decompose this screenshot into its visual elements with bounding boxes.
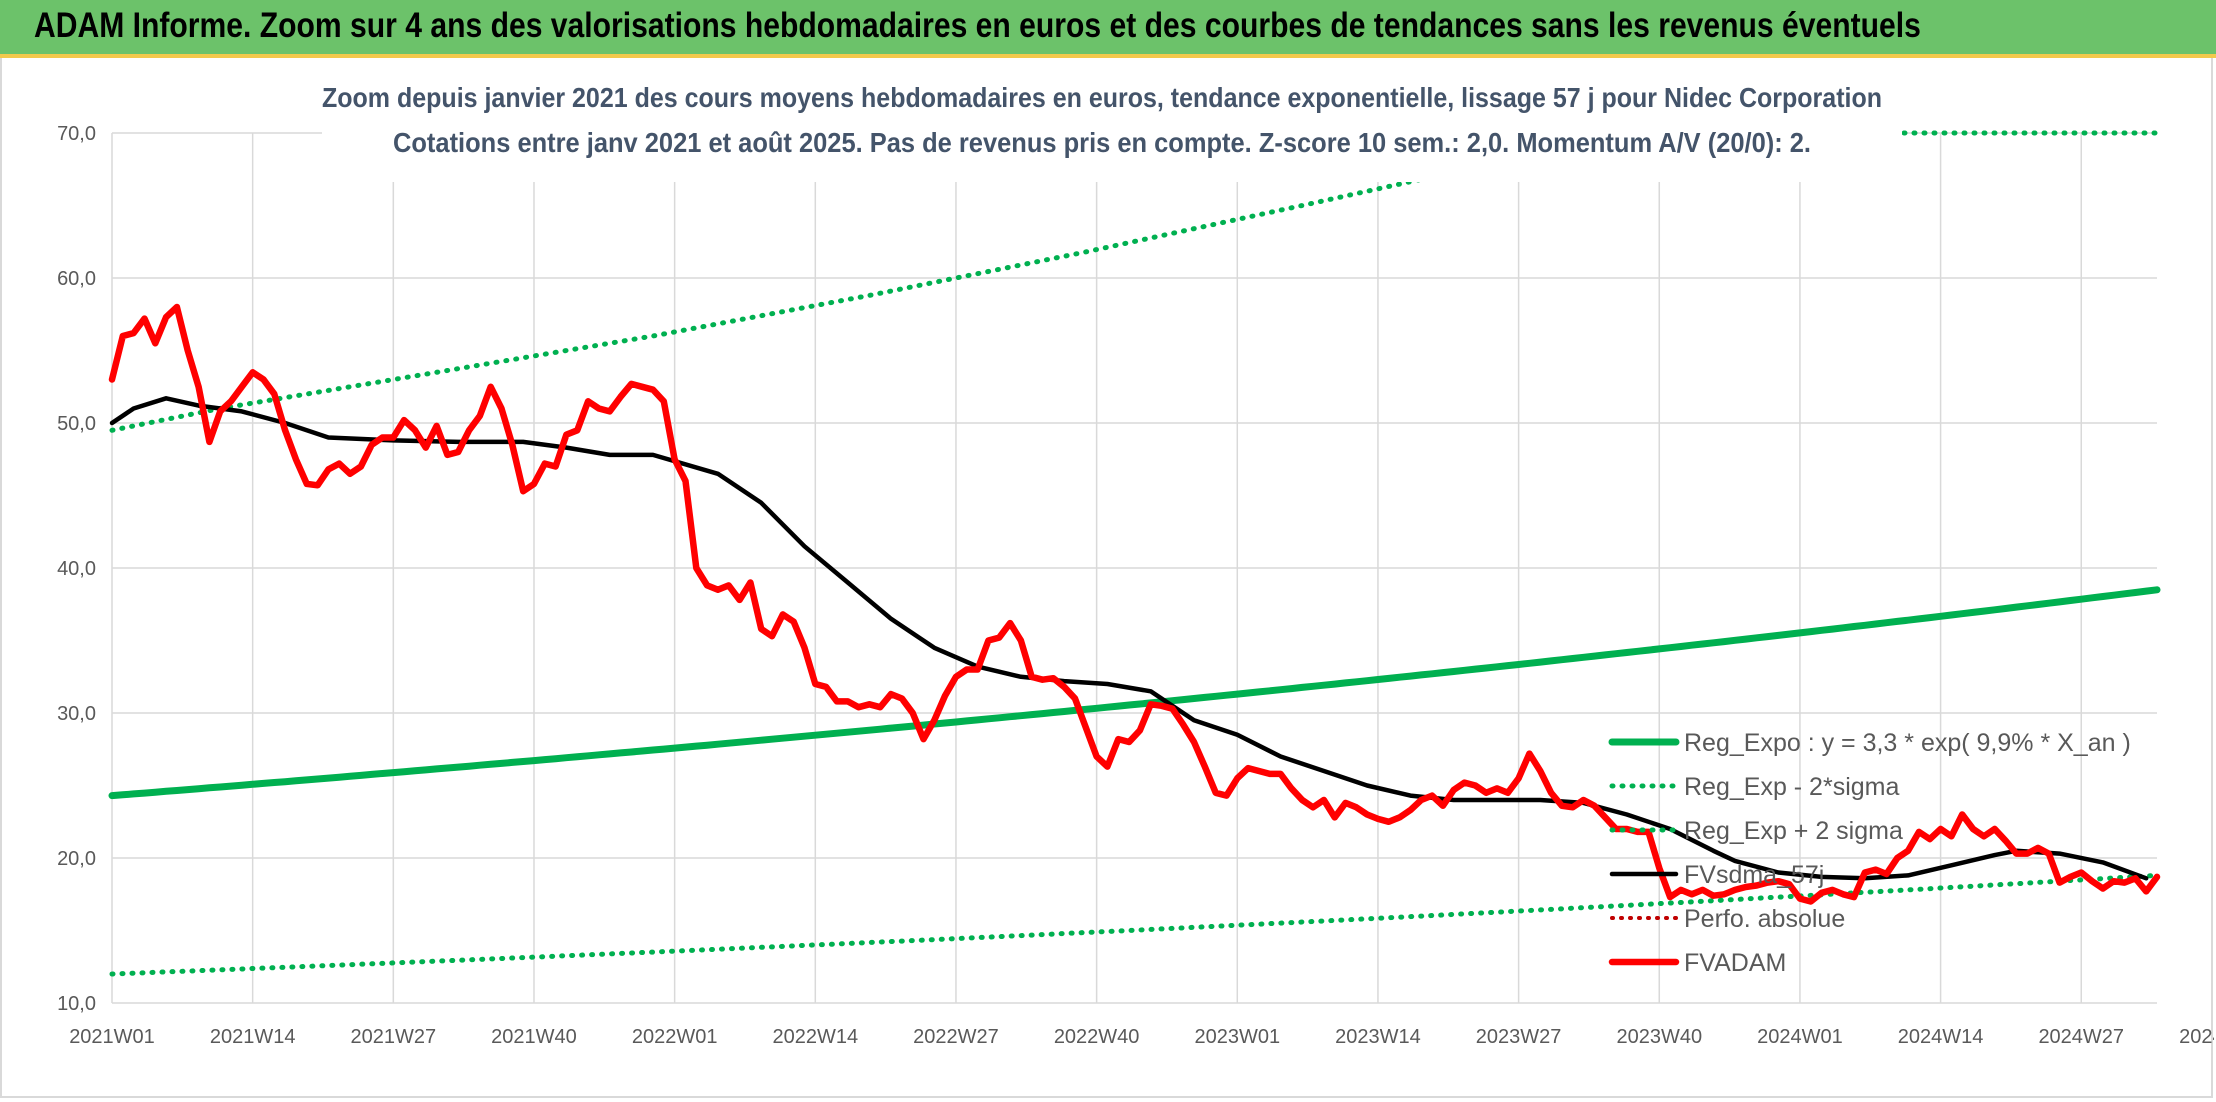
x-tick-label: 2022W40 xyxy=(1054,1026,1140,1048)
legend-label-2: Reg_Exp + 2 sigma xyxy=(1684,817,1903,845)
x-tick-label: 2023W27 xyxy=(1476,1026,1562,1048)
x-tick-label: 2021W14 xyxy=(210,1026,296,1048)
header-banner: ADAM Informe. Zoom sur 4 ans des valoris… xyxy=(0,0,2216,58)
x-tick-label: 2022W14 xyxy=(772,1026,858,1048)
grid xyxy=(111,132,2157,1004)
legend-label-1: Reg_Exp - 2*sigma xyxy=(1684,773,1899,801)
x-tick-label: 2024W40 xyxy=(2179,1026,2214,1048)
y-tick-label: 30,0 xyxy=(57,703,96,725)
title-background xyxy=(322,58,1902,182)
y-tick-label: 40,0 xyxy=(57,558,96,580)
legend-label-5: FVADAM xyxy=(1684,949,1786,977)
series-line-1 xyxy=(109,872,2160,977)
series-line-0 xyxy=(108,586,2161,800)
series-layer xyxy=(108,130,2161,977)
x-tick-label: 2024W27 xyxy=(2038,1026,2124,1048)
x-tick-label: 2021W01 xyxy=(69,1026,155,1048)
x-tick-label: 2024W01 xyxy=(1757,1026,1843,1048)
legend-label-3: FVsdma_57j xyxy=(1684,861,1824,889)
chart-subtitle: Cotations entre janv 2021 et août 2025. … xyxy=(393,127,1811,158)
x-tick-label: 2023W01 xyxy=(1194,1026,1280,1048)
series-line-3 xyxy=(109,396,2149,881)
legend-label-4: Perfo. absolue xyxy=(1684,905,1845,933)
y-tick-label: 20,0 xyxy=(57,848,96,870)
legend: Reg_Expo : y = 3,3 * exp( 9,9% * X_an ) R… xyxy=(1608,729,2131,977)
chart-svg: 70,060,050,040,030,020,010,0 2021W01 2021… xyxy=(57,58,2214,1048)
x-tick-label: 2021W40 xyxy=(491,1026,577,1048)
y-tick-label: 50,0 xyxy=(57,413,96,435)
chart-title: Zoom depuis janvier 2021 des cours moyen… xyxy=(322,82,1882,113)
y-tick-label: 60,0 xyxy=(57,268,96,290)
legend-label-0: Reg_Expo : y = 3,3 * exp( 9,9% * X_an ) xyxy=(1684,729,2131,757)
banner-title: ADAM Informe. Zoom sur 4 ans des valoris… xyxy=(34,6,1921,45)
x-axis-ticks: 2021W01 2021W14 2021W27 2021W40 2022W01 2022W… xyxy=(69,1026,2214,1048)
x-tick-label: 2023W40 xyxy=(1616,1026,1702,1048)
x-tick-label: 2023W14 xyxy=(1335,1026,1421,1048)
x-tick-label: 2021W27 xyxy=(351,1026,437,1048)
x-tick-label: 2022W27 xyxy=(913,1026,999,1048)
y-tick-label: 70,0 xyxy=(57,123,96,145)
y-tick-label: 10,0 xyxy=(57,993,96,1015)
x-tick-label: 2024W14 xyxy=(1898,1026,1984,1048)
series-line-5 xyxy=(108,303,2161,905)
chart-frame: 70,0 60,0 50,0 40,0 30,0 20,0 10,0 2021W01 2021… xyxy=(0,58,2214,1098)
y-axis-ticks: 70,0 60,0 50,0 40,0 30,0 20,0 10,0 xyxy=(57,123,96,1015)
x-tick-label: 2022W01 xyxy=(632,1026,718,1048)
